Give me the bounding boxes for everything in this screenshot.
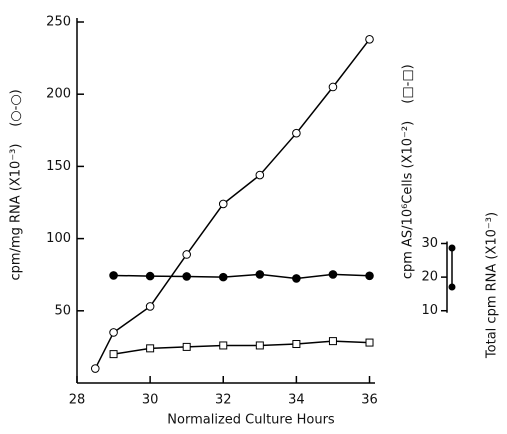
x-tick-label: 32 bbox=[215, 393, 232, 408]
data-point bbox=[146, 344, 155, 353]
data-point bbox=[90, 364, 100, 373]
data-point bbox=[109, 350, 118, 359]
data-point bbox=[365, 271, 374, 281]
y-tick-label: 150 bbox=[46, 159, 71, 174]
data-point bbox=[365, 35, 374, 44]
data-point bbox=[182, 342, 191, 351]
data-point bbox=[328, 270, 338, 279]
legend-symbol bbox=[448, 244, 456, 291]
data-point bbox=[255, 341, 264, 350]
data-point bbox=[109, 328, 118, 337]
data-point bbox=[145, 302, 155, 311]
series-line bbox=[94, 38, 371, 369]
data-point bbox=[255, 170, 265, 180]
data-point bbox=[218, 272, 228, 282]
data-point bbox=[145, 271, 155, 281]
y2-tick-label: 30 bbox=[421, 236, 438, 251]
y3-axis-label-group: cpm AS/10⁶Cells (X10⁻²) (□-□) bbox=[401, 64, 416, 279]
legend-symbol: (□-□) bbox=[401, 64, 416, 103]
data-point bbox=[292, 340, 301, 349]
data-point bbox=[292, 274, 301, 283]
data-point bbox=[219, 341, 228, 350]
y2-axis-label: Total cpm RNA (X10⁻³) bbox=[485, 212, 500, 359]
y3-axis-label: cpm AS/10⁶Cells (X10⁻²) bbox=[401, 121, 416, 279]
y-axis-label-group: cpm/mg RNA (X10⁻³) (○-○) bbox=[9, 89, 24, 280]
x-tick-label: 28 bbox=[69, 393, 86, 408]
y-tick-label: 100 bbox=[46, 231, 71, 246]
y-tick-label: 200 bbox=[46, 87, 71, 102]
x-tick-label: 36 bbox=[361, 393, 378, 408]
data-point bbox=[182, 272, 191, 281]
y-tick-label: 50 bbox=[54, 303, 71, 318]
y2-tick-label: 10 bbox=[421, 303, 438, 318]
data-point bbox=[109, 271, 118, 280]
series-line bbox=[113, 273, 370, 280]
y-axis-label: cpm/mg RNA (X10⁻³) bbox=[9, 144, 24, 281]
x-tick-label: 30 bbox=[142, 393, 159, 408]
data-point bbox=[328, 337, 337, 346]
data-point bbox=[255, 270, 265, 279]
data-point bbox=[292, 128, 301, 138]
data-point bbox=[182, 250, 191, 259]
x-tick-label: 34 bbox=[288, 393, 305, 408]
y2-axis-label-group: Total cpm RNA (X10⁻³) bbox=[485, 212, 500, 359]
legend-symbol: (○-○) bbox=[9, 89, 24, 127]
data-point bbox=[365, 338, 374, 347]
x-axis-label: Normalized Culture Hours bbox=[167, 413, 335, 428]
y-tick-label: 250 bbox=[46, 15, 71, 30]
data-point bbox=[218, 199, 228, 209]
data-point bbox=[328, 82, 338, 92]
series-line bbox=[113, 340, 370, 355]
y2-tick-label: 20 bbox=[421, 270, 438, 285]
